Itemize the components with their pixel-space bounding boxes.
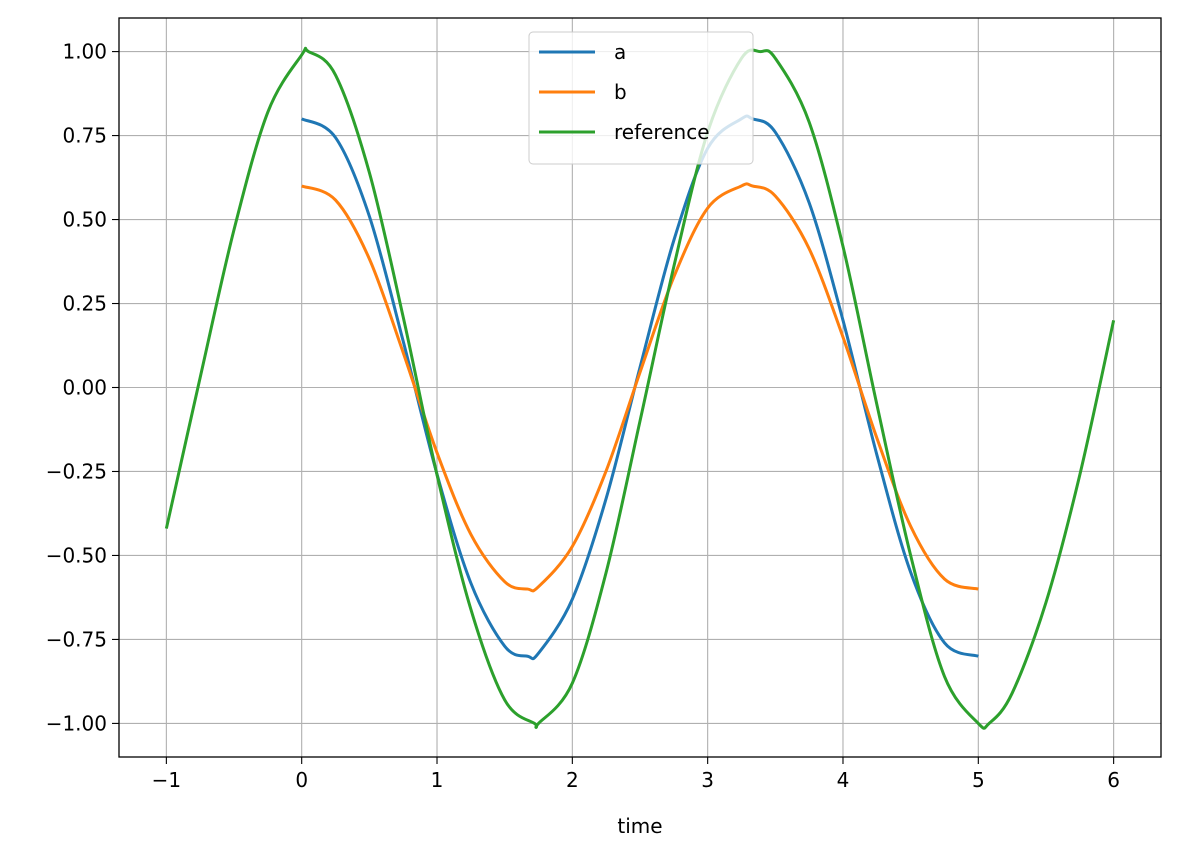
series-line-reference: [164, 46, 1116, 730]
y-tick-label: −1.00: [46, 711, 107, 735]
legend-label: reference: [614, 120, 710, 144]
x-tick-label: 1: [431, 768, 444, 792]
x-tick-label: 6: [1107, 768, 1120, 792]
series-line-a: [300, 114, 979, 661]
y-tick-label: −0.75: [46, 627, 107, 651]
y-tick-label: 1.00: [62, 40, 107, 64]
x-tick-label: 0: [295, 768, 308, 792]
x-tick-label: −1: [152, 768, 181, 792]
axis-ticks: −1 0 1 2 3 4 5 6 1.00 0.75 0.50 0.25 0.00 −0.25 −0.50 −…: [46, 40, 1120, 792]
legend-label: a: [614, 40, 626, 64]
x-tick-label: 5: [972, 768, 985, 792]
series-lines: [164, 46, 1116, 730]
y-tick-label: −0.25: [46, 459, 107, 483]
x-tick-label: 4: [837, 768, 850, 792]
y-tick-label: 0.50: [62, 208, 107, 232]
y-tick-label: 0.75: [62, 124, 107, 148]
x-tick-label: 2: [566, 768, 579, 792]
y-tick-label: 0.00: [62, 376, 107, 400]
x-axis-label: time: [617, 814, 662, 838]
y-tick-label: −0.50: [46, 543, 107, 567]
legend: ab reference: [528, 31, 754, 165]
y-tick-label: 0.25: [62, 292, 107, 316]
legend-label: b: [614, 80, 627, 104]
x-tick-label: 3: [701, 768, 714, 792]
